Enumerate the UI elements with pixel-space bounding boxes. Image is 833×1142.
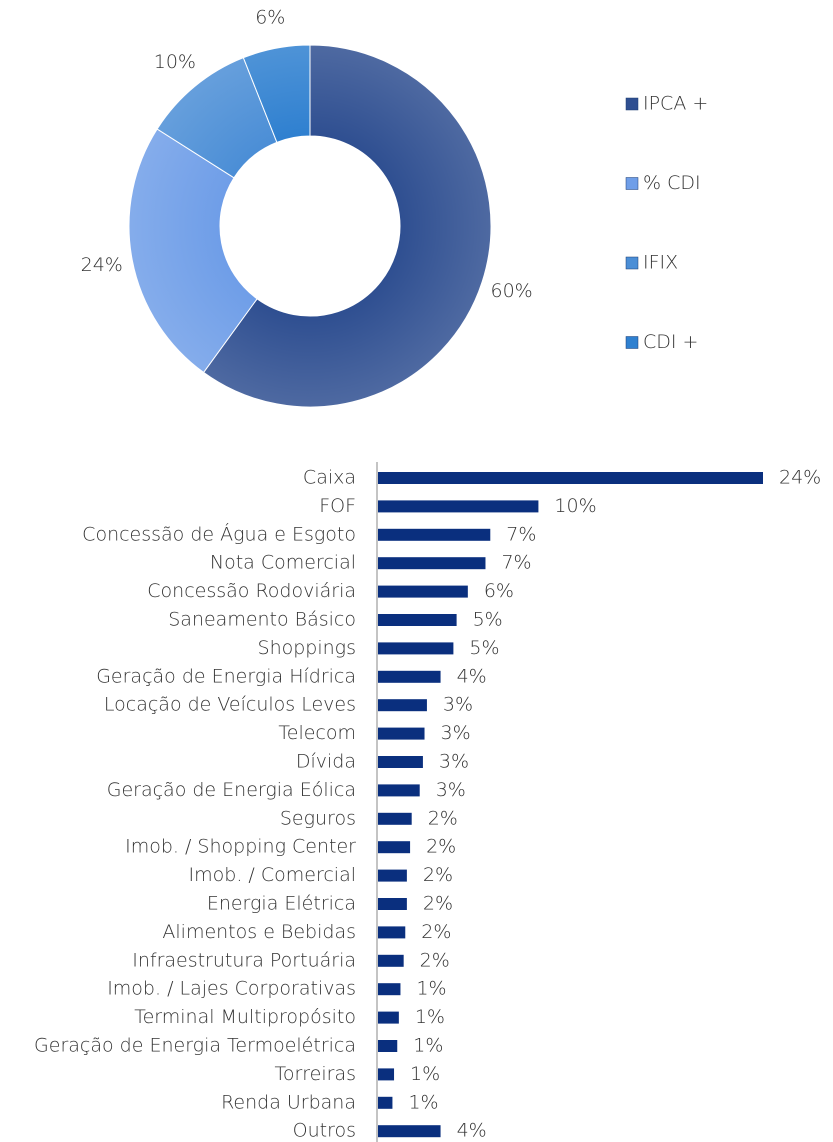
category-label: Infraestrutura Portuária <box>132 949 356 971</box>
bar <box>378 1040 398 1052</box>
value-label: 1% <box>413 1035 443 1057</box>
bar <box>378 756 423 768</box>
bar <box>378 614 457 626</box>
bar <box>378 500 539 513</box>
bar <box>378 1068 395 1081</box>
category-label: Geração de Energia Hídrica <box>96 665 356 687</box>
value-label: 1% <box>408 1091 438 1113</box>
category-label: Dívida <box>296 751 356 773</box>
value-label: 2% <box>420 949 450 971</box>
bar <box>378 898 407 910</box>
category-label: Torreiras <box>274 1063 356 1085</box>
legend-label: % CDI <box>643 172 701 194</box>
category-label: Geração de Energia Termoelétrica <box>34 1035 356 1057</box>
bar <box>378 1011 399 1024</box>
category-label: Outros <box>293 1120 356 1142</box>
legend-swatch <box>625 256 639 270</box>
bar <box>378 784 420 797</box>
bar <box>378 1125 441 1138</box>
category-label: Renda Urbana <box>221 1091 356 1113</box>
category-label: Geração de Energia Eólica <box>107 779 356 801</box>
bar <box>378 954 404 967</box>
category-label: FOF <box>319 495 356 517</box>
value-label: 2% <box>428 807 458 829</box>
category-label: Energia Elétrica <box>207 893 356 915</box>
value-label: 2% <box>423 864 453 886</box>
bar <box>378 841 411 854</box>
category-label: Seguros <box>280 807 356 829</box>
category-label: Terminal Multipropósito <box>134 1006 356 1028</box>
legend-swatch <box>625 177 639 190</box>
value-label: 1% <box>410 1063 440 1085</box>
legend-label: IPCA + <box>643 93 708 115</box>
value-label: 5% <box>473 609 503 631</box>
bar <box>378 699 427 712</box>
bar <box>378 926 406 939</box>
category-label: Concessão de Água e Esgoto <box>82 522 356 545</box>
category-label: Imob. / Lajes Corporativas <box>107 978 356 1000</box>
category-label: Nota Comercial <box>210 552 356 574</box>
bar <box>378 727 425 740</box>
value-label: 1% <box>415 1006 445 1028</box>
legend-swatch <box>625 97 639 111</box>
legend-swatch <box>625 336 639 349</box>
bar <box>378 528 491 541</box>
category-label: Caixa <box>303 467 356 489</box>
value-label: 3% <box>439 751 469 773</box>
value-label: 4% <box>457 665 487 687</box>
value-label: 4% <box>457 1120 487 1142</box>
legend-label: CDI + <box>643 331 698 353</box>
category-label: Saneamento Básico <box>168 609 356 631</box>
category-label: Alimentos e Bebidas <box>162 921 356 943</box>
value-label: 2% <box>421 921 451 943</box>
bar <box>378 585 468 598</box>
bar <box>378 812 412 825</box>
slice-label: 60% <box>491 280 533 302</box>
category-label: Imob. / Comercial <box>189 864 356 886</box>
value-label: 7% <box>506 523 536 545</box>
value-label: 3% <box>443 694 473 716</box>
bar <box>378 472 763 484</box>
slice-label: 24% <box>81 254 123 276</box>
value-label: 1% <box>416 978 446 1000</box>
value-label: 2% <box>423 893 453 915</box>
value-label: 3% <box>436 779 466 801</box>
value-label: 3% <box>441 722 471 744</box>
bar <box>378 670 441 683</box>
bar <box>378 642 454 655</box>
value-label: 2% <box>426 836 456 858</box>
value-label: 24% <box>779 467 821 489</box>
category-label: Telecom <box>278 722 356 744</box>
slice-label: 10% <box>154 51 196 73</box>
value-label: 10% <box>554 495 596 517</box>
category-label: Locação de Veículos Leves <box>104 694 356 716</box>
category-label: Concessão Rodoviária <box>147 580 356 602</box>
legend-label: IFIX <box>643 252 678 274</box>
value-label: 7% <box>501 552 531 574</box>
bar <box>378 869 407 882</box>
category-label: Imob. / Shopping Center <box>125 836 356 858</box>
slice-label: 6% <box>255 6 285 28</box>
bar <box>378 983 401 996</box>
value-label: 6% <box>484 580 514 602</box>
bar <box>378 557 486 570</box>
value-label: 5% <box>469 637 499 659</box>
category-label: Shoppings <box>258 637 356 659</box>
bar <box>378 1096 393 1109</box>
